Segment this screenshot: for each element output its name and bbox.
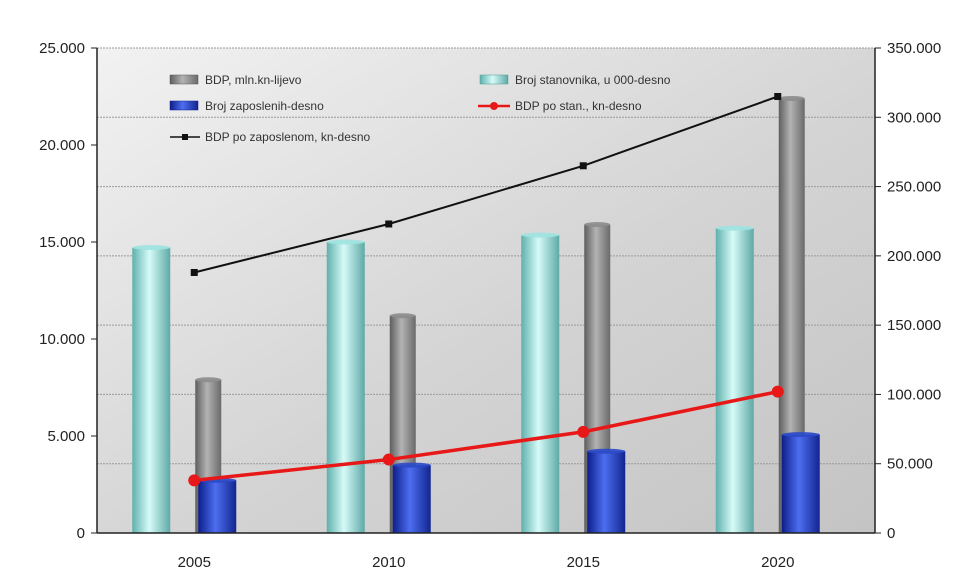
left-tick-label: 10.000	[39, 331, 85, 348]
legend-label-broj-zaposlenih: Broj zaposlenih-desno	[205, 99, 324, 113]
bar-top-broj-zaposlenih-desno-2015	[587, 448, 626, 454]
bar-broj-zaposlenih-desno-2015	[587, 451, 626, 533]
right-tick-label: 150.000	[887, 317, 941, 334]
left-tick-label: 15.000	[39, 234, 85, 251]
x-tick-label: 2010	[372, 554, 405, 571]
point-bdp-po-zaposlenom-kn-desno-2015	[579, 162, 587, 170]
right-tick-label: 250.000	[887, 179, 941, 196]
right-tick-label: 300.000	[887, 109, 941, 126]
left-axis-ticks: 0 5.000 10.000 15.000 20.000 25.000	[39, 40, 97, 542]
point-bdp-po-zaposlenom-kn-desno-2005	[190, 268, 198, 276]
bar-top-broj-zaposlenih-desno-2020	[781, 432, 820, 438]
gridlines	[97, 47, 875, 465]
left-tick-label: 20.000	[39, 137, 85, 154]
bar-top-broj-stanovnika-u-000-desno-2020	[715, 225, 754, 231]
bar-top-broj-stanovnika-u-000-desno-2010	[326, 239, 365, 245]
bar-broj-stanovnika-u-000-desno-2020	[715, 228, 754, 533]
bar-top-bdp-mln-kn-lijevo-2015	[584, 222, 611, 228]
x-axis-ticks: 2005 2010 2015 2020	[178, 554, 795, 571]
legend-item-broj-zaposlenih: Broj zaposlenih-desno	[169, 99, 324, 113]
left-tick-label: 25.000	[39, 40, 85, 57]
bar-top-bdp-mln-kn-lijevo-2020	[778, 95, 805, 101]
legend-label-broj-stanovnika: Broj stanovnika, u 000-desno	[515, 73, 671, 87]
legend-label-bdp-po-stan: BDP po stan., kn-desno	[515, 99, 642, 113]
line-bdp-po-zaposlenom-kn-desno	[194, 95, 779, 274]
legend-swatch-broj-zaposlenih	[169, 100, 199, 111]
legend-label-bdp-mln: BDP, mln.kn-lijevo	[205, 73, 302, 87]
right-tick-label: 50.000	[887, 456, 933, 473]
right-axis-ticks: 0 50.000 100.000 150.000 200.000 250.000 300.0…	[875, 40, 941, 542]
x-tick-label: 2005	[178, 554, 211, 571]
bar-top-broj-zaposlenih-desno-2010	[392, 462, 431, 468]
bar-broj-zaposlenih-desno-2005	[198, 480, 237, 533]
point-bdp-po-zaposlenom-kn-desno-2010	[385, 220, 393, 228]
line-bdp-po-stan-kn-desno	[194, 389, 779, 483]
bar-top-bdp-mln-kn-lijevo-2010	[389, 313, 416, 319]
bar-top-bdp-mln-kn-lijevo-2005	[195, 377, 222, 383]
axes	[96, 48, 876, 534]
right-tick-label: 200.000	[887, 248, 941, 265]
left-tick-label: 0	[77, 525, 85, 542]
legend-item-broj-stanovnika: Broj stanovnika, u 000-desno	[479, 73, 671, 87]
bar-broj-stanovnika-u-000-desno-2010	[326, 242, 365, 533]
bar-broj-zaposlenih-desno-2010	[392, 465, 431, 533]
point-bdp-po-stan-kn-desno-2015	[577, 425, 590, 438]
legend-marker-bdp-po-zaposlenom	[182, 134, 188, 140]
legend-item-bdp-mln: BDP, mln.kn-lijevo	[169, 73, 302, 87]
legend: BDP, mln.kn-lijevo Broj stanovnika, u 00…	[169, 73, 671, 144]
right-tick-label: 350.000	[887, 40, 941, 57]
x-tick-label: 2015	[567, 554, 600, 571]
point-bdp-po-stan-kn-desno-2020	[771, 385, 784, 398]
bar-broj-stanovnika-u-000-desno-2005	[132, 247, 171, 534]
right-tick-label: 0	[887, 525, 895, 542]
legend-item-bdp-po-stan: BDP po stan., kn-desno	[478, 99, 642, 113]
bar-broj-stanovnika-u-000-desno-2015	[521, 235, 560, 534]
legend-item-bdp-po-zaposlenom: BDP po zaposlenom, kn-desno	[170, 130, 371, 144]
bars	[132, 95, 820, 534]
point-bdp-po-stan-kn-desno-2010	[382, 453, 395, 466]
bar-top-broj-stanovnika-u-000-desno-2005	[132, 245, 171, 251]
legend-swatch-bdp-mln	[169, 74, 199, 85]
point-bdp-po-stan-kn-desno-2005	[188, 474, 201, 487]
x-tick-label: 2020	[761, 554, 794, 571]
right-tick-label: 100.000	[887, 386, 941, 403]
bar-top-broj-stanovnika-u-000-desno-2015	[521, 232, 560, 238]
legend-marker-bdp-po-stan	[490, 102, 498, 110]
bar-broj-zaposlenih-desno-2020	[781, 434, 820, 533]
left-tick-label: 5.000	[47, 428, 85, 445]
legend-label-bdp-po-zaposlenom: BDP po zaposlenom, kn-desno	[205, 130, 371, 144]
point-bdp-po-zaposlenom-kn-desno-2020	[774, 93, 782, 100]
legend-swatch-broj-stanovnika	[479, 74, 509, 85]
series-lines	[188, 93, 784, 487]
